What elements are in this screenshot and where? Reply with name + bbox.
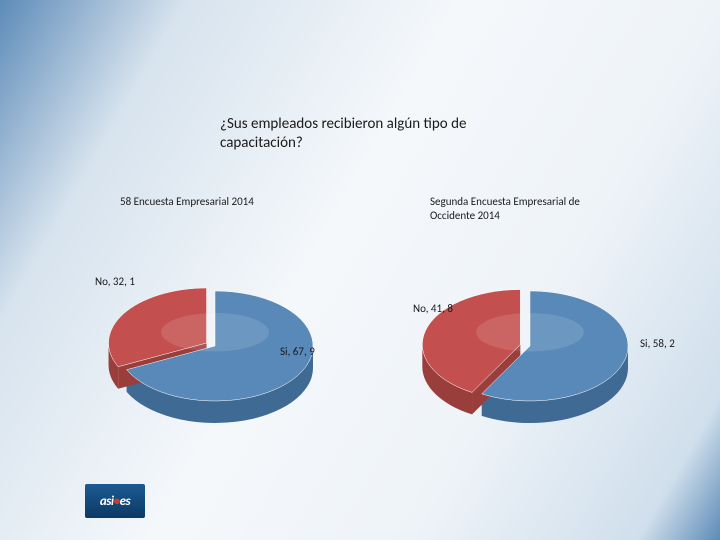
chart2-label-no: No, 41, 8 [413, 302, 453, 315]
chart2-pie [410, 268, 640, 438]
page-title: ¿Sus empleados recibieron algún tipo de … [220, 115, 520, 153]
brand-logo: asi•es [85, 484, 145, 518]
chart1-label-no: No, 32, 1 [95, 275, 135, 288]
logo-text: asi•es [100, 494, 130, 509]
chart2-subtitle: Segunda Encuesta Empresarial de Occident… [430, 195, 580, 223]
chart2-label-si: Si, 58, 2 [640, 337, 675, 350]
chart1-subtitle: 58 Encuesta Empresarial 2014 [120, 195, 270, 209]
chart1-label-si: Si, 67, 9 [280, 345, 315, 358]
